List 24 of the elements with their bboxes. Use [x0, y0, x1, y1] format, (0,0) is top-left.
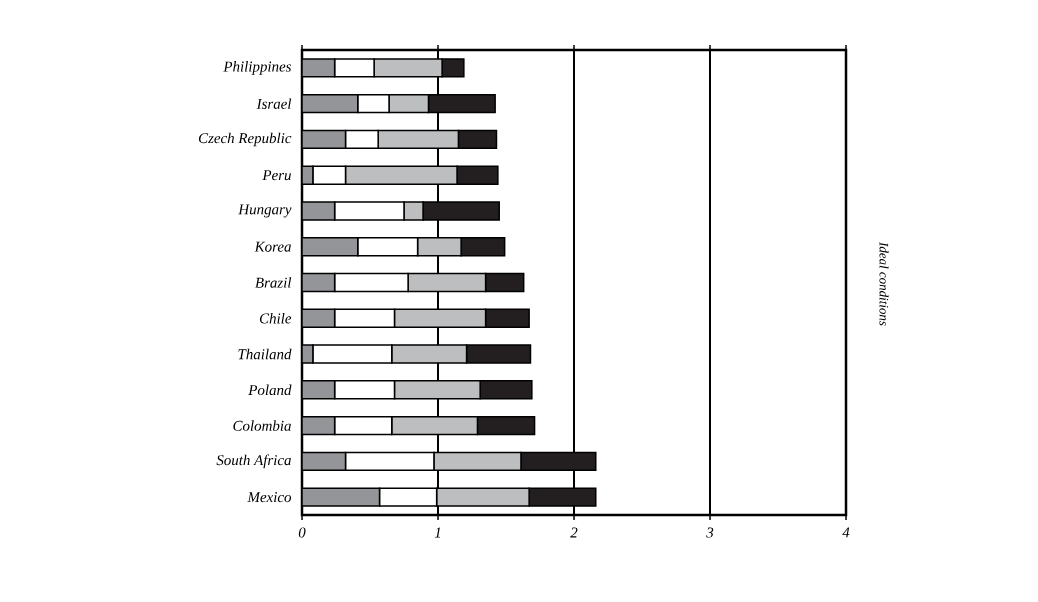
x-tick-label: 3 [706, 527, 714, 538]
y-tick-label: Korea [254, 241, 291, 252]
bar [302, 451, 347, 472]
y-tick-label: Czech Republic [198, 132, 292, 147]
x-tick-label: 2 [570, 527, 578, 538]
y-tick-label: Chile [259, 313, 292, 324]
y-tick-label: Philippines [223, 61, 292, 75]
y-tick-label: Peru [262, 170, 291, 181]
bar [302, 93, 359, 114]
y-tick-label: Mexico [247, 492, 292, 503]
y-tick-label: South Africa [216, 454, 291, 469]
bar [302, 129, 347, 150]
text: Ideal conditions [879, 242, 889, 326]
y-tick-label: Poland [248, 384, 292, 396]
y-tick-label: Hungary [238, 204, 292, 218]
bar [302, 272, 336, 293]
x-tick-label: 4 [842, 527, 850, 538]
y-tick-label: Israel [256, 98, 292, 109]
x-tick-label: 1 [434, 527, 441, 538]
bar [302, 415, 336, 436]
y-tick-label: Thailand [238, 348, 292, 360]
x-tick-label: 0 [298, 527, 306, 538]
y-tick-label: Brazil [255, 277, 292, 288]
y-tick-label: Colombia [233, 420, 291, 431]
